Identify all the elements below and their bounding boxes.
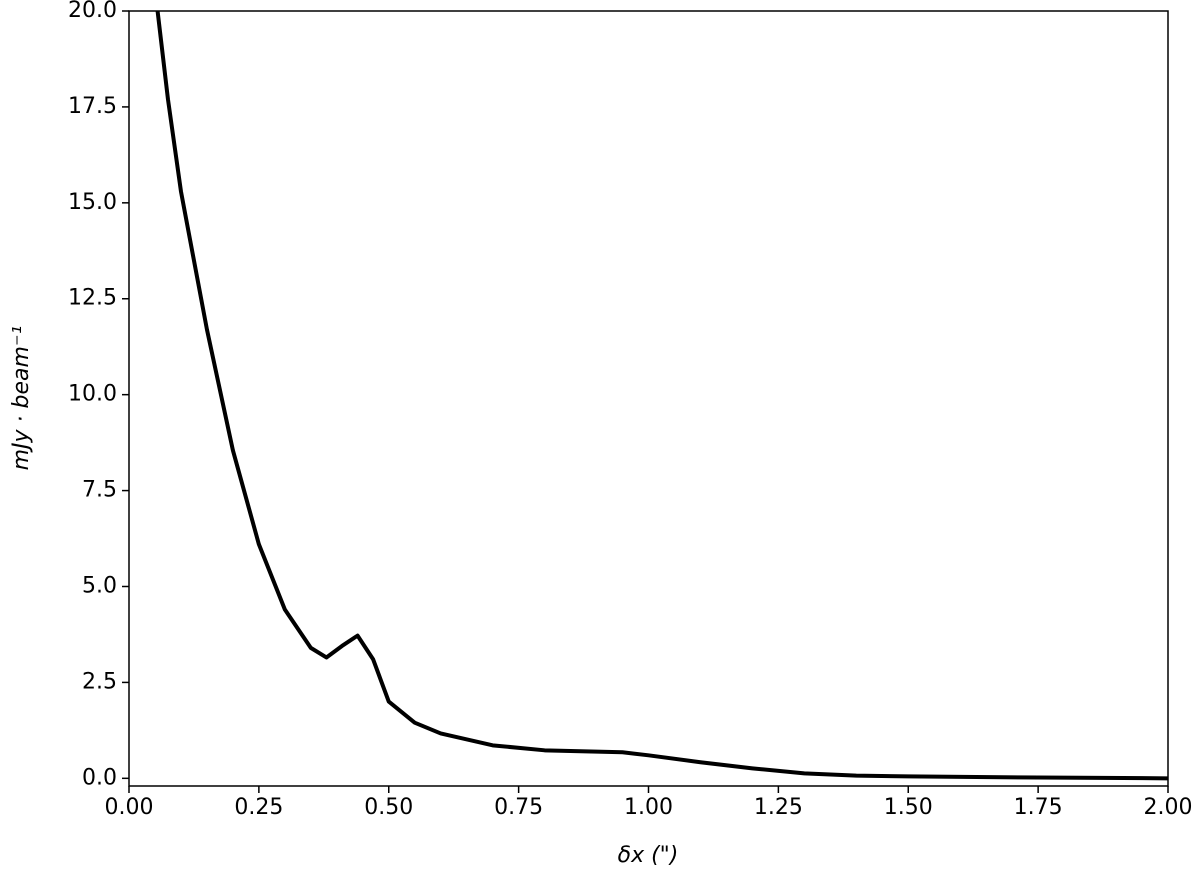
y-tick-label: 17.5: [68, 94, 117, 119]
y-tick-label: 10.0: [68, 382, 117, 407]
y-tick-label: 0.0: [82, 765, 117, 790]
y-tick-label: 2.5: [82, 669, 117, 694]
x-tick-label: 0.50: [364, 795, 413, 820]
x-tick-label: 1.25: [754, 795, 803, 820]
x-tick-label: 1.50: [884, 795, 933, 820]
x-tick-label: 2.00: [1144, 795, 1193, 820]
y-tick-label: 15.0: [68, 190, 117, 215]
y-tick-label: 5.0: [82, 573, 117, 598]
x-axis-label: δx ("): [618, 843, 679, 868]
y-tick-label: 12.5: [68, 286, 117, 311]
data-line: [155, 10, 1169, 781]
x-tick-label: 1.00: [624, 795, 673, 820]
x-tick-label: 0.25: [234, 795, 283, 820]
plot-frame: [128, 10, 1169, 787]
x-tick-label: 0.75: [494, 795, 543, 820]
x-tick-label: 1.75: [1014, 795, 1063, 820]
y-tick-label: 20.0: [68, 0, 117, 23]
x-tick-label: 0.00: [105, 795, 154, 820]
y-tick-label: 7.5: [82, 478, 117, 503]
y-axis-label: mJy · beam⁻¹: [9, 326, 34, 471]
